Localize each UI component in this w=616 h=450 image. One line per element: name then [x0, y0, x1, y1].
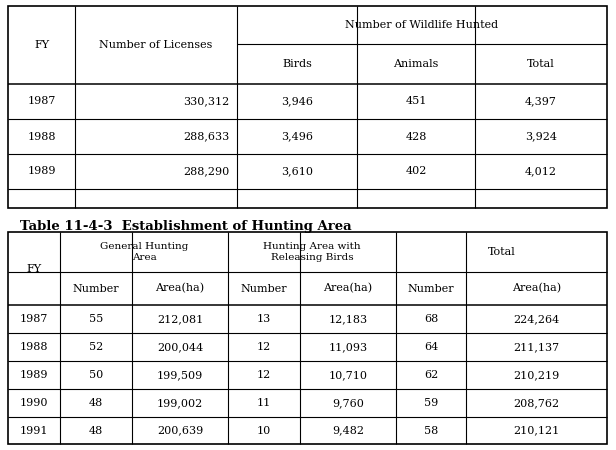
Text: Number of Wildlife Hunted: Number of Wildlife Hunted [346, 20, 498, 30]
Text: 9,482: 9,482 [332, 426, 364, 436]
Text: 428: 428 [405, 131, 427, 141]
Text: 52: 52 [89, 342, 103, 352]
Text: FY: FY [26, 264, 41, 274]
Text: 12: 12 [257, 342, 271, 352]
Text: 1989: 1989 [20, 370, 48, 380]
Text: 330,312: 330,312 [183, 96, 229, 107]
Text: 208,762: 208,762 [514, 398, 559, 408]
Text: 10,710: 10,710 [328, 370, 368, 380]
Text: 210,121: 210,121 [513, 426, 559, 436]
Text: Total: Total [527, 59, 555, 69]
Text: 12: 12 [257, 370, 271, 380]
Text: Hunting Area with
Releasing Birds: Hunting Area with Releasing Birds [263, 242, 361, 262]
Text: Area(ha): Area(ha) [512, 284, 561, 294]
Text: 1987: 1987 [20, 314, 48, 324]
Text: General Hunting
Area: General Hunting Area [100, 242, 188, 262]
Text: 211,137: 211,137 [514, 342, 559, 352]
Text: 199,002: 199,002 [157, 398, 203, 408]
Text: 48: 48 [89, 398, 103, 408]
Text: Animals: Animals [393, 59, 439, 69]
Text: 451: 451 [405, 96, 427, 107]
Text: 11: 11 [257, 398, 271, 408]
Text: 200,044: 200,044 [157, 342, 203, 352]
Text: 1987: 1987 [27, 96, 55, 107]
Text: 4,012: 4,012 [525, 166, 557, 176]
Text: 1990: 1990 [20, 398, 48, 408]
Text: 224,264: 224,264 [513, 314, 559, 324]
Text: 3,924: 3,924 [525, 131, 557, 141]
Text: 288,290: 288,290 [183, 166, 229, 176]
Text: Area(ha): Area(ha) [323, 284, 373, 294]
Text: 48: 48 [89, 426, 103, 436]
Text: 1991: 1991 [20, 426, 48, 436]
Text: 288,633: 288,633 [183, 131, 229, 141]
Text: 210,219: 210,219 [513, 370, 559, 380]
Text: 3,496: 3,496 [281, 131, 313, 141]
Text: FY: FY [34, 40, 49, 50]
Text: 11,093: 11,093 [328, 342, 368, 352]
Text: 1988: 1988 [27, 131, 56, 141]
Text: 3,946: 3,946 [281, 96, 313, 107]
Text: 50: 50 [89, 370, 103, 380]
Text: 402: 402 [405, 166, 427, 176]
Text: Number: Number [408, 284, 455, 293]
Text: 1989: 1989 [27, 166, 56, 176]
Text: Number: Number [73, 284, 120, 293]
Text: Area(ha): Area(ha) [155, 284, 205, 294]
Text: 62: 62 [424, 370, 438, 380]
Text: 199,509: 199,509 [157, 370, 203, 380]
Text: 200,639: 200,639 [157, 426, 203, 436]
Text: 10: 10 [257, 426, 271, 436]
Text: 3,610: 3,610 [281, 166, 313, 176]
Text: Number: Number [241, 284, 287, 293]
Text: 59: 59 [424, 398, 438, 408]
Text: Number of Licenses: Number of Licenses [99, 40, 213, 50]
Text: 9,760: 9,760 [332, 398, 364, 408]
Text: Birds: Birds [282, 59, 312, 69]
Text: Total: Total [488, 247, 516, 257]
Bar [8, 6, 607, 208]
Text: 68: 68 [424, 314, 438, 324]
Text: 4,397: 4,397 [525, 96, 557, 107]
Bar [8, 232, 607, 444]
Text: 12,183: 12,183 [328, 314, 368, 324]
Text: Table 11-4-3  Establishment of Hunting Area: Table 11-4-3 Establishment of Hunting Ar… [20, 220, 352, 233]
Text: 55: 55 [89, 314, 103, 324]
Text: 212,081: 212,081 [157, 314, 203, 324]
Text: 64: 64 [424, 342, 438, 352]
Text: 13: 13 [257, 314, 271, 324]
Text: 1988: 1988 [20, 342, 48, 352]
Text: 58: 58 [424, 426, 438, 436]
